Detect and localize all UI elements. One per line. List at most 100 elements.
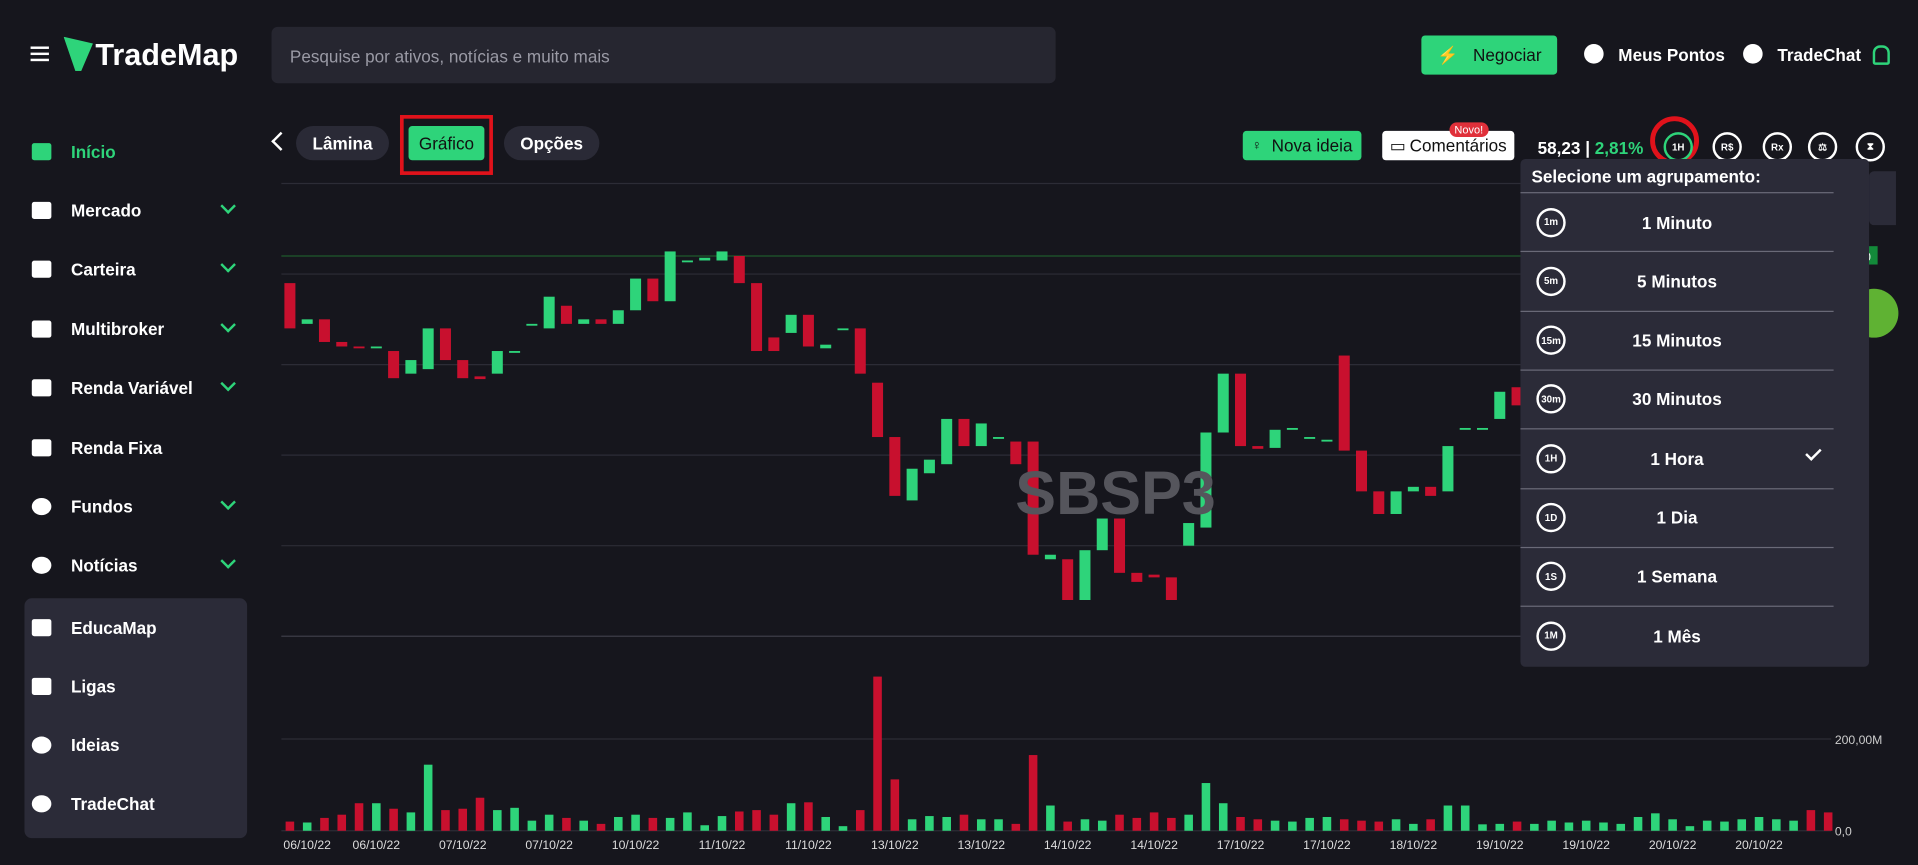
candle-body [560, 305, 572, 324]
dropdown-option[interactable]: 30m 30 Minutos [1520, 369, 1834, 428]
candle-body [543, 296, 555, 329]
volume-bar [562, 817, 571, 831]
nav-item[interactable]: Fundos [0, 482, 245, 531]
volume-bar [1322, 816, 1332, 831]
volume-bar [1149, 812, 1159, 831]
candle-body [388, 351, 400, 379]
nav-item[interactable]: Ideias [0, 721, 245, 770]
logo[interactable]: TradeMap [95, 37, 239, 73]
nav-item[interactable]: Carteira [0, 245, 245, 294]
nav-item[interactable]: Renda Variável [0, 363, 245, 412]
vol-tick-label: 200,00M [1835, 733, 1883, 747]
dropdown-option[interactable]: 1m 1 Minuto [1520, 192, 1834, 251]
volume-bar [1270, 820, 1280, 831]
volume-bar [1305, 817, 1314, 831]
dropdown-option[interactable]: 1M 1 Mês [1520, 605, 1834, 665]
tab[interactable]: Opções [503, 126, 600, 161]
volume-bar [994, 819, 1003, 831]
volume-bar [1011, 823, 1021, 831]
candle-body [284, 283, 296, 329]
nav-item[interactable]: TradeChat [0, 779, 245, 828]
volume-bar [890, 779, 900, 831]
volume-bar [1478, 824, 1487, 831]
candle-body [1010, 441, 1022, 465]
x-tick-label: 14/10/22 [1044, 838, 1092, 852]
nav-label: TradeChat [70, 794, 155, 814]
candle-body [1407, 486, 1419, 492]
compare-button[interactable]: ⚖ [1807, 132, 1838, 162]
volume-bar [285, 821, 295, 831]
candle-body [1200, 432, 1212, 528]
search-box[interactable]: Pesquise por ativos, notícias e muito ma… [271, 26, 1056, 84]
option-label: 1 Mês [1653, 625, 1701, 646]
volume-bar [769, 814, 779, 831]
tradechat-header[interactable]: TradeChat [1777, 45, 1862, 65]
comentarios-button[interactable]: ▭ Comentários [1382, 130, 1515, 161]
candle-body [664, 251, 676, 302]
x-tick-label: 11/10/22 [699, 838, 746, 852]
candle-body [699, 257, 711, 261]
menu-button[interactable] [30, 46, 49, 49]
nav-item[interactable]: Multibroker [0, 305, 245, 354]
volume-bar [389, 808, 398, 831]
candle-body [1373, 491, 1385, 514]
volume-bar [1460, 805, 1470, 831]
candle-body [336, 341, 348, 347]
dropdown-option[interactable]: 1S 1 Semana [1520, 546, 1834, 606]
volume-bar [441, 810, 450, 831]
candle-body [301, 319, 313, 324]
option-icon: 1D [1536, 502, 1566, 533]
rx-button[interactable]: Rx [1762, 132, 1793, 162]
currency-button[interactable]: R$ [1712, 132, 1742, 162]
tab-label: Gráfico [418, 133, 475, 153]
volume-bar [1046, 805, 1055, 831]
volume-bar [1080, 819, 1090, 831]
nav-label: EducaMap [70, 617, 157, 638]
option-label: 5 Minutos [1637, 271, 1717, 291]
nav-item[interactable]: Ligas [0, 662, 245, 711]
x-tick-label: 07/10/22 [439, 838, 487, 852]
volume-bar [1564, 822, 1574, 831]
volume-bar [1426, 819, 1435, 831]
volume-bar [700, 825, 709, 831]
volume-bar [1512, 821, 1522, 831]
meus-pontos[interactable]: Meus Pontos [1618, 45, 1725, 65]
option-icon: 1m [1536, 207, 1566, 237]
dropdown-option[interactable]: 5m 5 Minutos [1520, 251, 1834, 310]
candle-body [491, 351, 503, 374]
volume-bar [1339, 819, 1349, 831]
comentarios-label: Comentários [1409, 135, 1507, 156]
user-icon[interactable] [1872, 45, 1890, 65]
volume-bar [302, 822, 312, 831]
candle-body [837, 328, 849, 331]
nav-label: Notícias [70, 555, 138, 576]
candle-body [1096, 518, 1108, 551]
indicator-button[interactable]: ⧗ [1855, 132, 1885, 162]
volume-bar [1218, 803, 1228, 831]
price: 58,23 [1537, 138, 1581, 158]
nav-item[interactable]: Início [0, 127, 245, 176]
x-tick-label: 17/10/22 [1217, 838, 1265, 852]
dropdown-option[interactable]: 1D 1 Dia [1520, 487, 1834, 547]
option-icon: 1M [1536, 621, 1566, 651]
candle-body [439, 328, 451, 361]
candle-body [1338, 355, 1350, 451]
tab-active[interactable]: Gráfico [408, 126, 485, 161]
panel-toggle[interactable] [1869, 171, 1896, 226]
nav-item[interactable]: EducaMap [0, 603, 245, 652]
volume-bar [320, 817, 329, 831]
nova-ideia-button[interactable]: ♀ Nova ideia [1242, 130, 1362, 161]
interval-button[interactable]: 1H [1663, 132, 1693, 162]
option-icon: 1H [1536, 443, 1566, 474]
candle-body [1148, 574, 1160, 578]
volume-bar [665, 817, 675, 831]
tab[interactable]: Lâmina [296, 126, 389, 161]
nav-label: Multibroker [70, 319, 165, 339]
candle-body [1442, 446, 1454, 492]
dropdown-option[interactable]: 15m 15 Minutos [1520, 310, 1834, 369]
nav-item[interactable]: Renda Fixa [0, 423, 245, 472]
dropdown-option[interactable]: 1H 1 Hora [1520, 428, 1834, 487]
nav-item[interactable]: Mercado [0, 186, 245, 235]
negociar-button[interactable]: ⚡ Negociar [1421, 35, 1558, 75]
nav-item[interactable]: Notícias [0, 541, 245, 590]
